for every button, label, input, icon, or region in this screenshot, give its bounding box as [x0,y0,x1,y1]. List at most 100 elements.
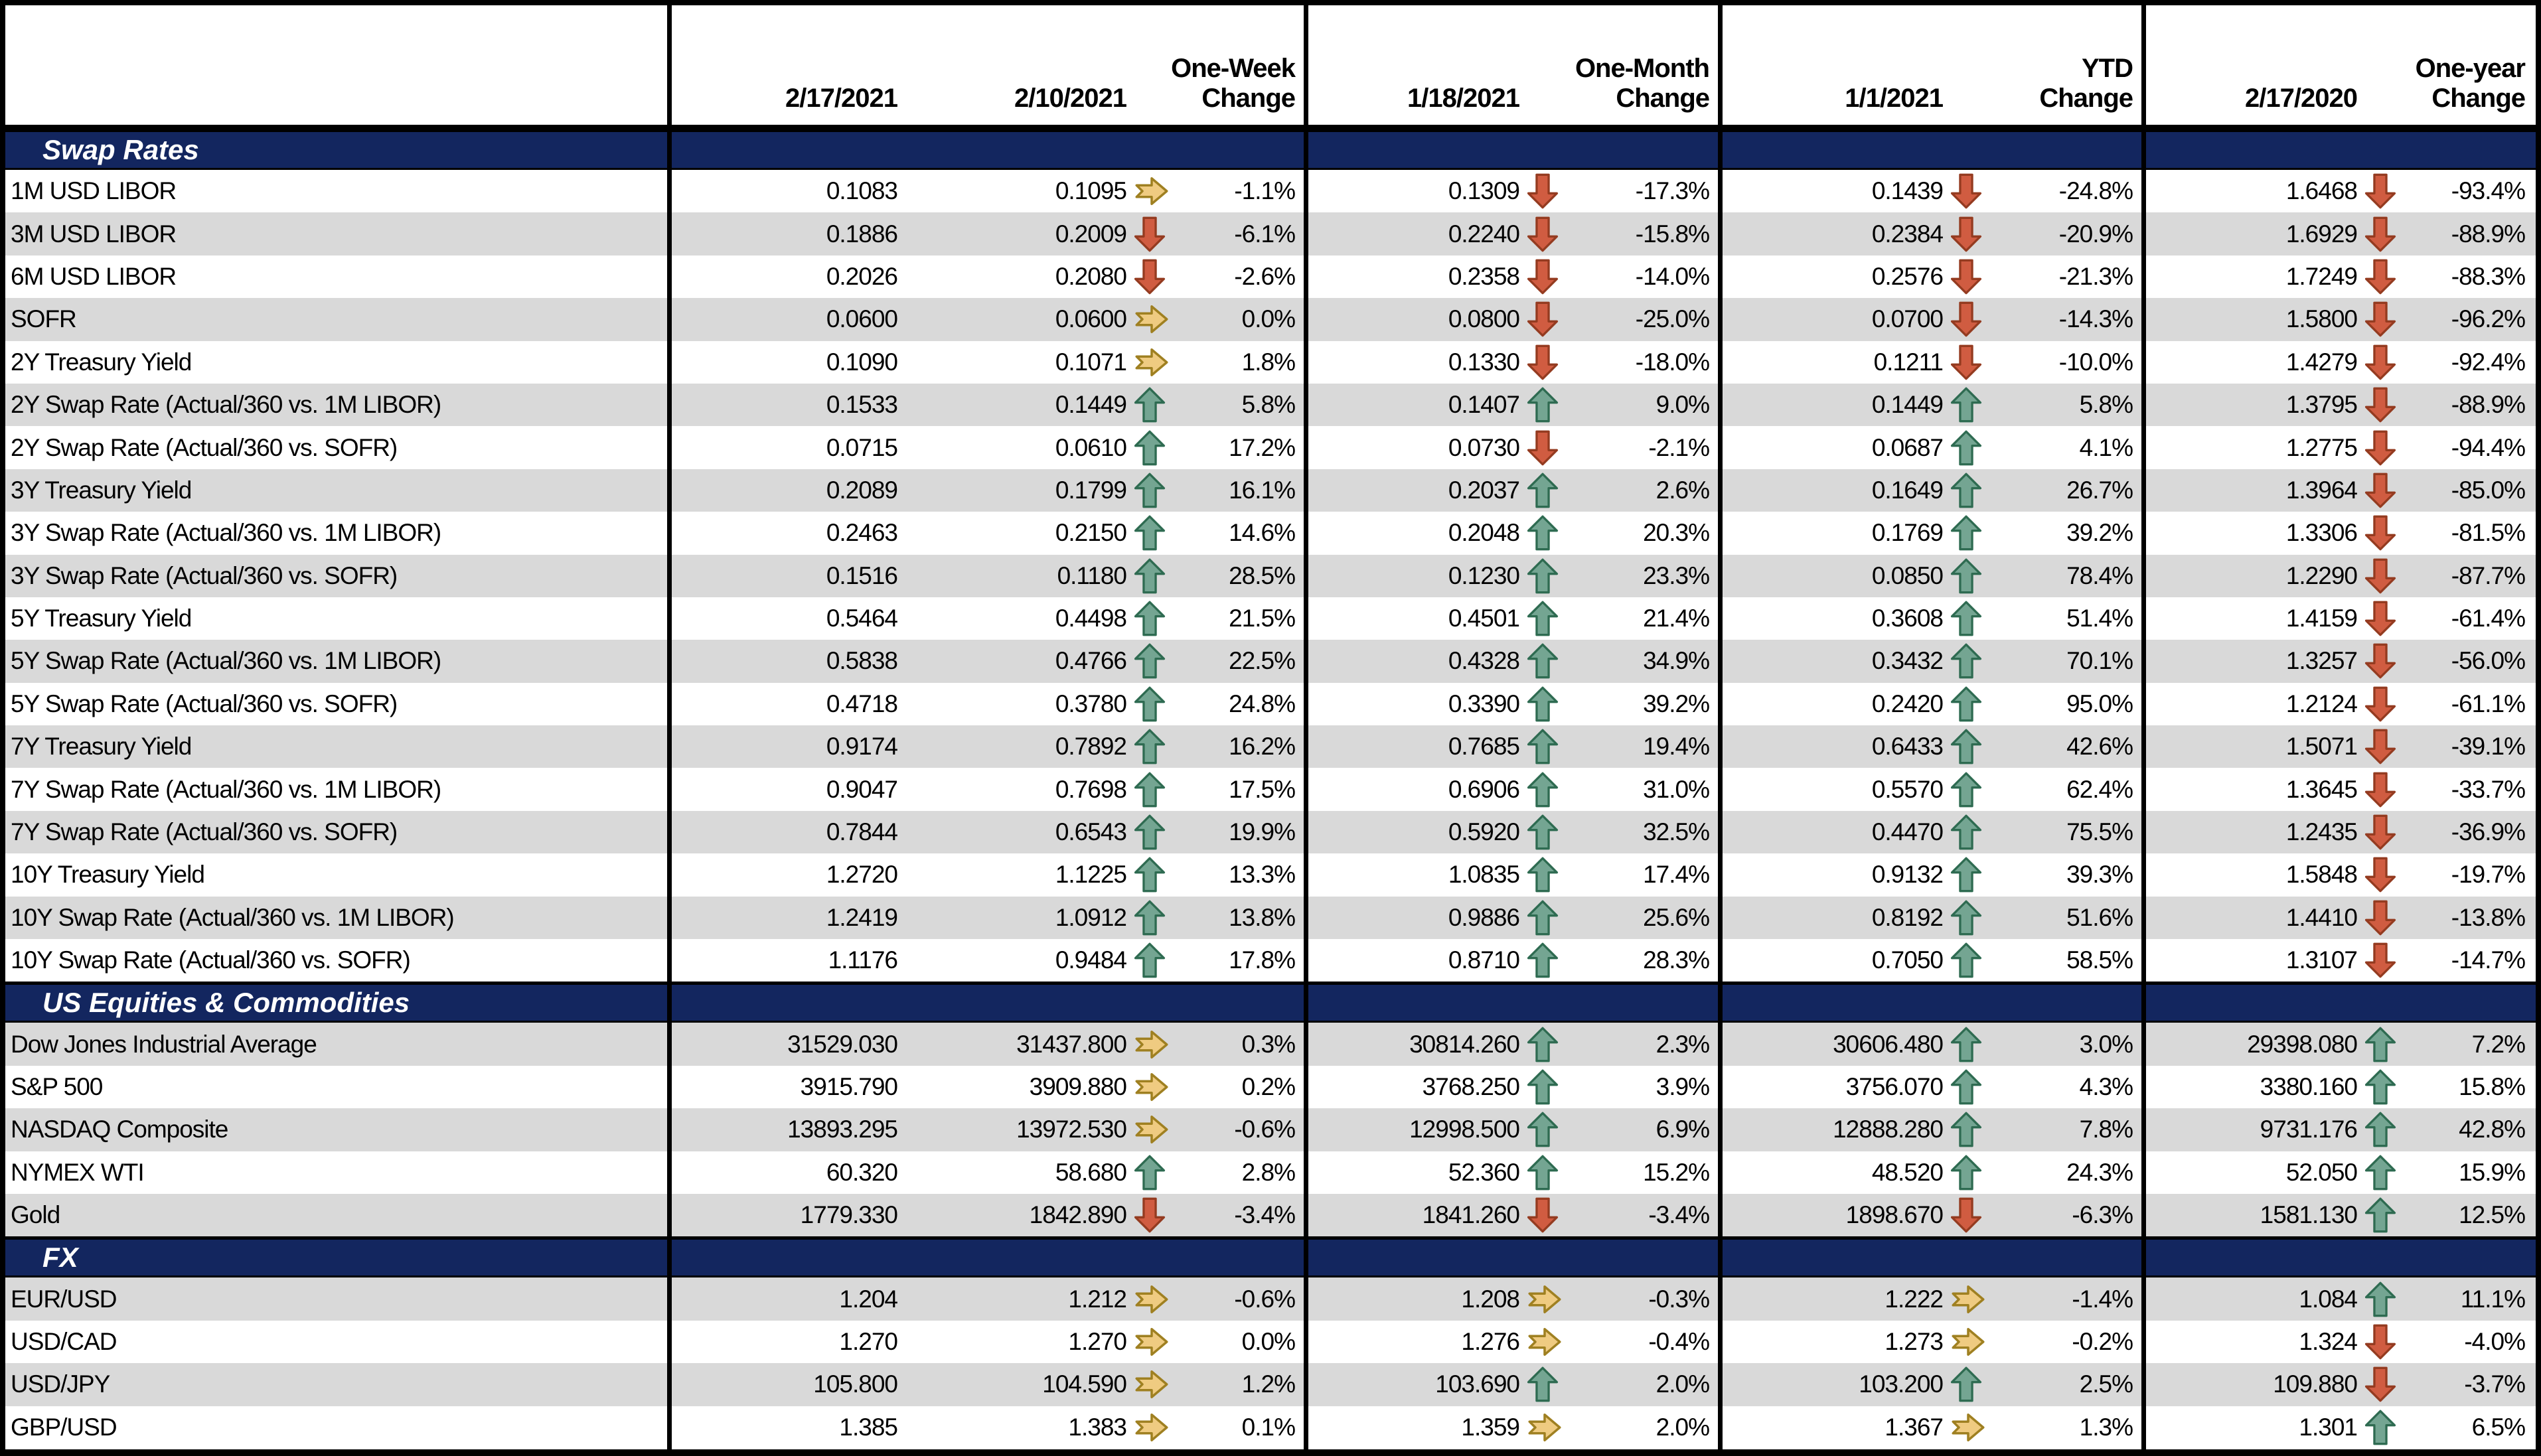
value-week-ago: 0.1071 [1055,348,1127,376]
up-arrow-icon [1527,1366,1559,1402]
value-year-ago: 52.050 [2285,1158,2358,1186]
ytd-change: 62.4% [2066,775,2133,803]
value-current: 0.2463 [826,519,898,547]
month-trend-cell [1525,1066,1566,1108]
value-month-ago: 0.1407 [1448,391,1520,419]
down-arrow-icon [2364,259,2396,295]
row-label: 10Y Treasury Yield [11,861,205,889]
month-change: 39.2% [1643,690,1710,717]
up-arrow-icon [1134,473,1166,508]
up-arrow-icon [1527,772,1559,808]
down-arrow-icon [2364,686,2396,722]
value-week-ago: 13972.530 [1016,1116,1127,1143]
down-arrow-icon [1950,302,1982,337]
value-week-ago: 0.1799 [1055,476,1127,504]
ytd-change: 4.3% [2079,1073,2133,1100]
ytd-change: -0.2% [2072,1327,2133,1355]
year-trend-cell [2362,768,2404,810]
value-current: 1.204 [839,1285,898,1313]
value-year-start: 0.5570 [1871,775,1944,803]
year-trend-cell [2362,555,2404,597]
week-trend-cell [1132,725,1182,768]
value-year-ago: 1.5071 [2285,733,2358,761]
year-change: -88.9% [2451,220,2526,248]
col-header-date-month-ago: 1/18/2021 [1407,84,1520,113]
week-change: 17.5% [1229,775,1296,803]
right-arrow-icon [1135,1030,1168,1058]
up-arrow-icon [1527,686,1559,722]
row-label: Dow Jones Industrial Average [11,1030,317,1058]
ytd-trend-cell [1948,897,1989,939]
year-trend-cell [2362,1363,2404,1406]
right-arrow-icon [1952,1327,1985,1356]
row-label: 10Y Swap Rate (Actual/360 vs. 1M LIBOR) [11,903,455,931]
week-trend-cell [1132,640,1182,682]
year-trend-cell [2362,469,2404,512]
col-header-line: Change [2431,84,2526,113]
down-arrow-icon [2364,430,2396,465]
up-arrow-icon [1527,942,1559,978]
month-trend-cell [1525,469,1566,512]
up-arrow-icon [1950,942,1982,978]
up-arrow-icon [1527,900,1559,936]
value-current: 0.2026 [826,262,898,290]
value-current: 0.1083 [826,177,898,205]
value-month-ago: 0.1330 [1448,348,1520,376]
year-change: -92.4% [2451,348,2526,376]
value-current: 60.320 [826,1158,898,1186]
week-change: -0.6% [1234,1116,1296,1143]
year-trend-cell [2362,597,2404,640]
right-arrow-icon [1528,1413,1561,1441]
up-arrow-icon [1527,1027,1559,1062]
value-month-ago: 0.2240 [1448,220,1520,248]
table-row: 3Y Swap Rate (Actual/360 vs. 1M LIBOR) 0.… [5,512,2536,555]
month-change: 28.3% [1643,946,1710,974]
ytd-trend-cell [1948,1406,1989,1449]
ytd-change: 75.5% [2066,818,2133,846]
year-change: -88.3% [2451,262,2526,290]
value-year-ago: 1.2775 [2285,433,2358,461]
up-arrow-icon [1134,430,1166,465]
right-arrow-icon [1135,1285,1168,1313]
up-arrow-icon [1950,1155,1982,1191]
table-row: 2Y Swap Rate (Actual/360 vs. SOFR) 0.0715… [5,426,2536,469]
table-row: 5Y Treasury Yield 0.5464 0.4498 21.5% 0.4501… [5,597,2536,640]
table-header: 2/17/2021 2/10/2021 One-Week Change 1/18… [5,5,2536,129]
right-arrow-icon [1135,305,1168,334]
value-year-start: 0.0850 [1871,561,1944,589]
table-row: 3Y Treasury Yield 0.2089 0.1799 16.1% 0.2037… [5,469,2536,512]
month-change: 2.0% [1656,1413,1710,1441]
week-change: 5.8% [1241,391,1296,419]
ytd-trend-cell [1948,255,1989,298]
value-year-ago: 1.3795 [2285,391,2358,419]
up-arrow-icon [1134,1155,1166,1191]
value-year-ago: 1.2435 [2285,818,2358,846]
ytd-change: 39.2% [2066,519,2133,547]
month-change: 20.3% [1643,519,1710,547]
up-arrow-icon [1950,1112,1982,1147]
down-arrow-icon [2364,558,2396,594]
month-change: -14.0% [1635,262,1710,290]
value-week-ago: 1.0912 [1055,903,1127,931]
value-month-ago: 0.4501 [1448,605,1520,632]
value-month-ago: 52.360 [1448,1158,1520,1186]
month-trend-cell [1525,811,1566,853]
year-change: -85.0% [2451,476,2526,504]
week-change: 1.2% [1241,1370,1296,1398]
value-year-start: 12888.280 [1833,1116,1944,1143]
month-trend-cell [1525,555,1566,597]
ytd-change: 51.6% [2066,903,2133,931]
value-year-start: 0.0687 [1871,433,1944,461]
row-label: 2Y Swap Rate (Actual/360 vs. SOFR) [11,433,398,461]
value-month-ago: 30814.260 [1409,1030,1520,1058]
value-current: 0.0715 [826,433,898,461]
month-trend-cell [1525,512,1566,554]
col-header-one-year-change: One-year Change [2362,54,2536,125]
value-current: 0.4718 [826,690,898,717]
ytd-change: 39.3% [2066,861,2133,889]
year-trend-cell [2362,255,2404,298]
up-arrow-icon [1134,900,1166,936]
value-year-start: 30606.480 [1833,1030,1944,1058]
up-arrow-icon [1527,1069,1559,1105]
value-year-start: 3756.070 [1845,1073,1944,1100]
